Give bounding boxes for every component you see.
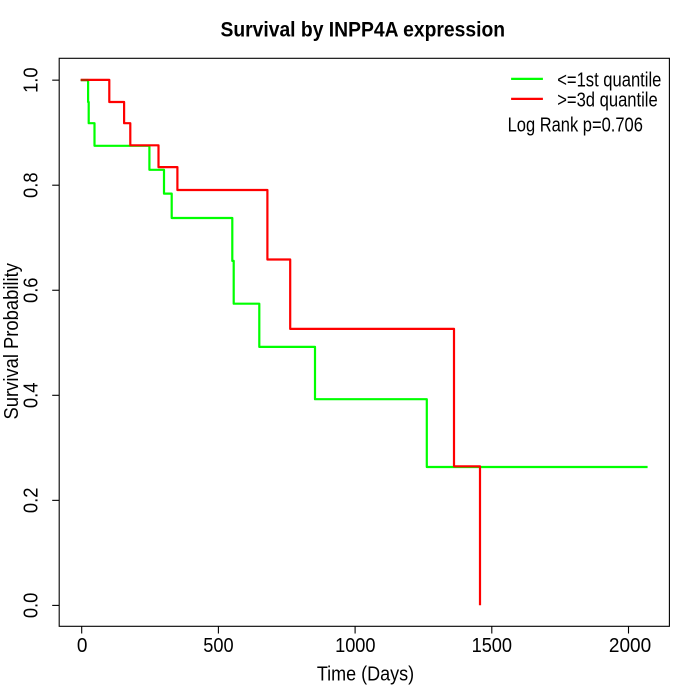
svg-text:0: 0: [77, 635, 88, 658]
svg-text:Survival by INPP4A expression: Survival by INPP4A expression: [220, 19, 505, 42]
svg-text:500: 500: [203, 635, 233, 657]
svg-text:>=3d quantile: >=3d quantile: [557, 88, 658, 111]
svg-text:1500: 1500: [472, 635, 512, 657]
svg-text:Survival Probability: Survival Probability: [1, 263, 23, 420]
svg-text:0.0: 0.0: [21, 593, 43, 619]
svg-text:<=1st quantile: <=1st quantile: [557, 68, 661, 91]
svg-text:0.2: 0.2: [21, 488, 43, 514]
svg-text:1.0: 1.0: [21, 67, 43, 93]
svg-text:0.6: 0.6: [21, 277, 43, 303]
svg-text:0.4: 0.4: [21, 382, 43, 408]
svg-text:Time (Days): Time (Days): [317, 664, 414, 686]
svg-text:2000: 2000: [609, 635, 651, 658]
svg-text:Log Rank p=0.706: Log Rank p=0.706: [508, 113, 643, 136]
svg-text:1000: 1000: [335, 635, 375, 657]
svg-text:0.8: 0.8: [21, 172, 43, 198]
